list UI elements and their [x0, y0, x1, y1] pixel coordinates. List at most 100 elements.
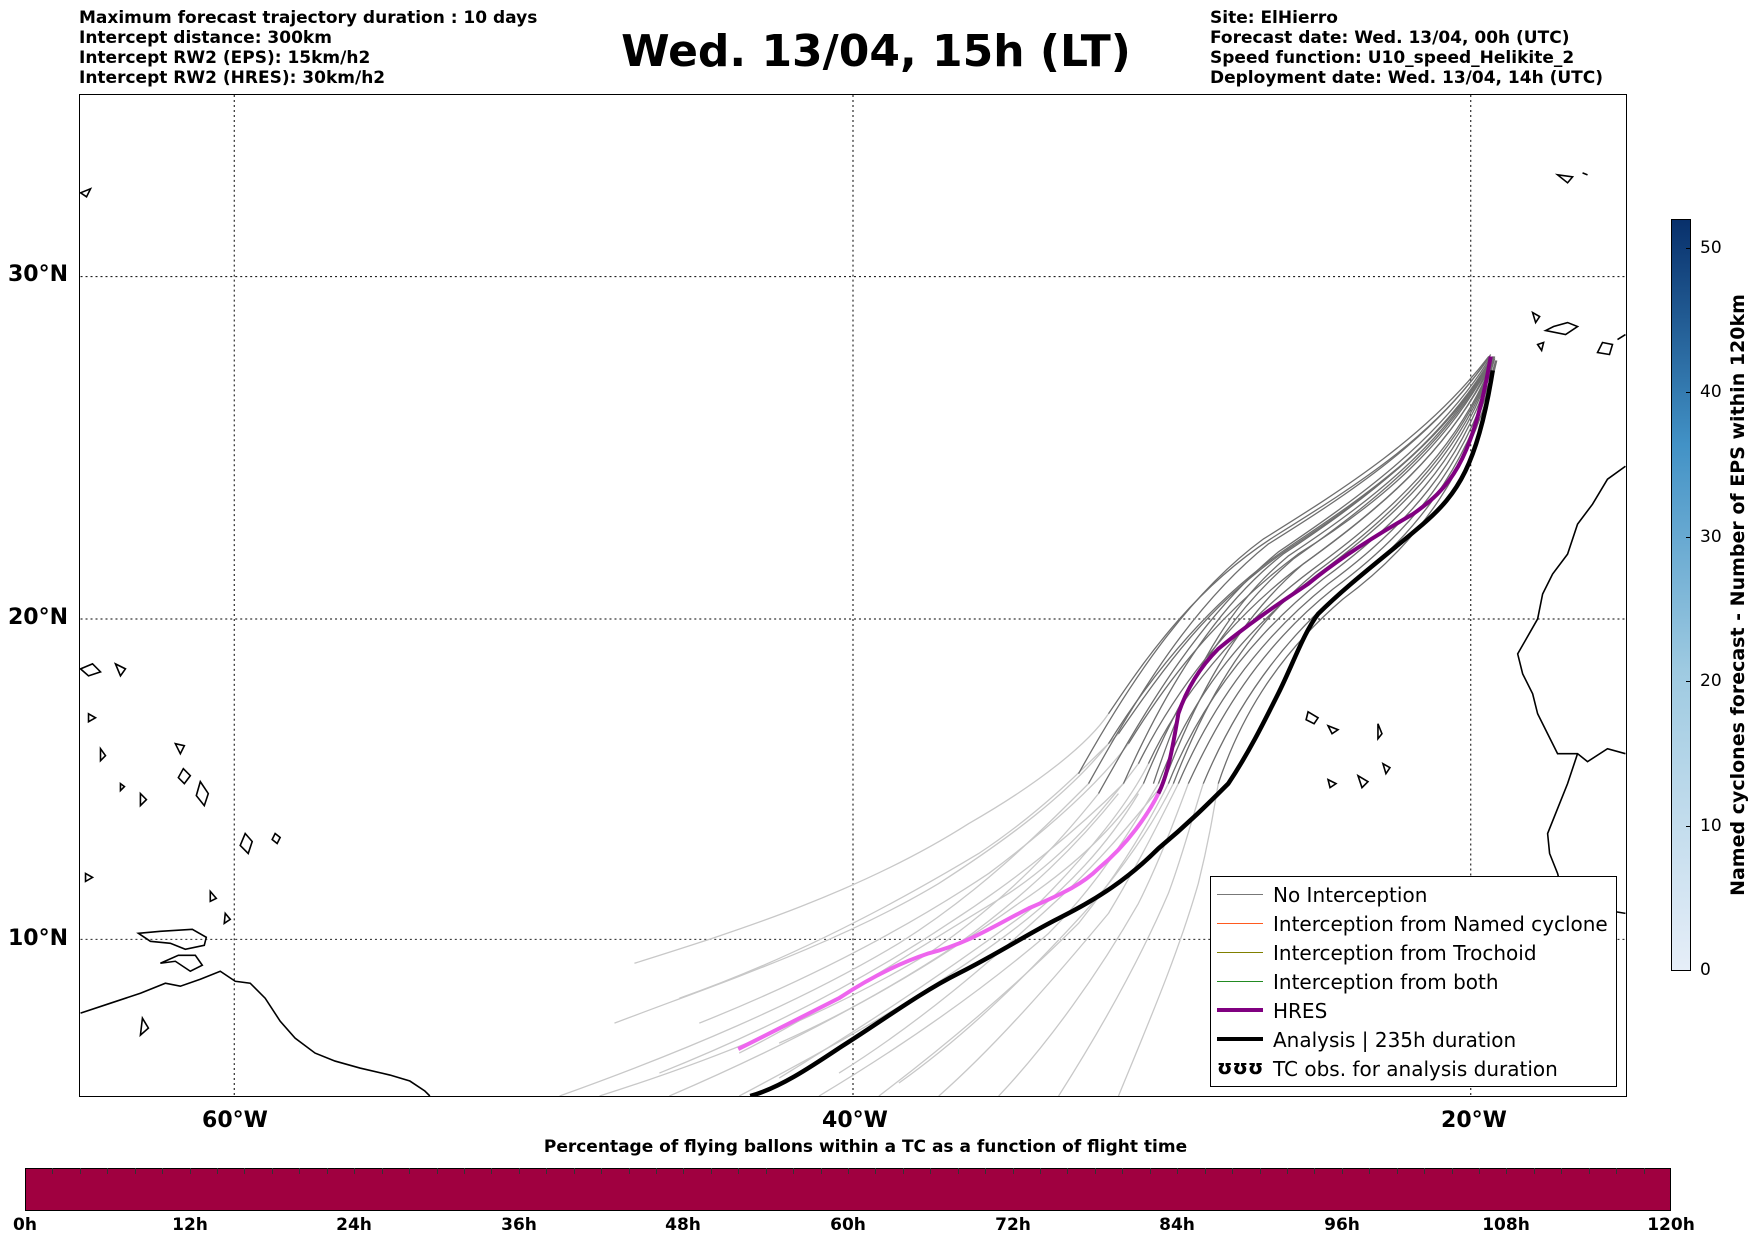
- percentage-bar-minor-tick: [1506, 1168, 1508, 1174]
- island-12: [223, 911, 232, 925]
- percentage-bar-minor-tick: [1177, 1168, 1179, 1174]
- percentage-bar-minor-tick: [765, 1168, 767, 1174]
- island-6: [139, 791, 148, 808]
- percentage-bar-minor-tick: [244, 1168, 246, 1174]
- lon-label-20w: 20°W: [1441, 1108, 1507, 1133]
- colorbar-vertical: [1671, 219, 1691, 971]
- percentage-bar-minor-tick: [820, 1168, 822, 1174]
- percentage-bar-minor-tick: [1396, 1168, 1398, 1174]
- island-7: [119, 782, 126, 793]
- lat-label-10n: 10°N: [8, 926, 69, 951]
- percentage-bar-minor-tick: [601, 1168, 603, 1174]
- eps-trajectories-light: [559, 713, 1219, 1096]
- percentage-bar-minor-tick: [1424, 1168, 1426, 1174]
- page-title: Wed. 13/04, 15h (LT): [621, 26, 1131, 77]
- percentage-bar-minor-tick: [546, 1168, 548, 1174]
- hres-dark-segment: [1156, 356, 1493, 795]
- capeverde-4: [1381, 761, 1392, 776]
- percentage-bar-tick-label: 24h: [336, 1215, 372, 1235]
- canary-3: [1536, 341, 1545, 353]
- legend-item-tc-obs: ʊʊʊ TC obs. for analysis duration: [1211, 1055, 1616, 1084]
- percentage-bar-minor-tick: [409, 1168, 411, 1174]
- percentage-bar-minor-tick: [1451, 1168, 1453, 1174]
- colorbar-tick: [1686, 826, 1691, 827]
- percentage-bar-minor-tick: [1561, 1168, 1563, 1174]
- coast-morocco-top: [1617, 333, 1626, 341]
- colorbar-tick: [1686, 392, 1691, 393]
- capeverde-5: [1326, 778, 1338, 789]
- percentage-bar-tick-label: 72h: [995, 1215, 1031, 1235]
- coast-guianas-islet: [139, 1015, 150, 1038]
- colorbar-tick: [1686, 970, 1691, 971]
- percentage-bar-minor-tick: [985, 1168, 987, 1174]
- info-line: Site: ElHierro: [1210, 8, 1338, 28]
- capeverde-1: [1305, 710, 1320, 725]
- percentage-bar-minor-tick: [1643, 1168, 1645, 1174]
- hres-trajectory: [737, 356, 1493, 1051]
- percentage-bar-minor-tick: [957, 1168, 959, 1174]
- lon-label-60w: 60°W: [202, 1108, 268, 1133]
- island-14: [84, 872, 95, 883]
- percentage-bar-tick-label: 48h: [665, 1215, 701, 1235]
- colorbar-tick-label: 50: [1700, 238, 1722, 258]
- percentage-bar-minor-tick: [1040, 1168, 1042, 1174]
- legend-label: TC obs. for analysis duration: [1273, 1057, 1558, 1081]
- percentage-bar-minor-tick: [1314, 1168, 1316, 1174]
- percentage-bar-tick-label: 60h: [830, 1215, 866, 1235]
- percentage-bar-minor-tick: [1204, 1168, 1206, 1174]
- percentage-bar-minor-tick: [326, 1168, 328, 1174]
- island-15: [80, 187, 93, 198]
- legend-label: Interception from both: [1273, 970, 1499, 994]
- percentage-bar-minor-tick: [52, 1168, 54, 1174]
- percentage-bar-minor-tick: [518, 1168, 520, 1174]
- percentage-bar-minor-tick: [1232, 1168, 1234, 1174]
- percentage-bar-minor-tick: [1012, 1168, 1014, 1174]
- percentage-bar-minor-tick: [463, 1168, 465, 1174]
- info-line: Maximum forecast trajectory duration : 1…: [79, 8, 538, 28]
- legend-line: [1217, 923, 1263, 924]
- legend-item-named-cyclone: Interception from Named cyclone: [1211, 910, 1616, 939]
- percentage-bar: [25, 1168, 1671, 1211]
- island-2: [239, 832, 254, 855]
- percentage-bar-minor-tick: [217, 1168, 219, 1174]
- colorbar-tick-label: 40: [1700, 382, 1722, 402]
- header-info-left: Maximum forecast trajectory duration : 1…: [79, 8, 537, 88]
- colorbar-tick-label: 0: [1700, 960, 1711, 980]
- capeverde-3: [1377, 723, 1383, 741]
- percentage-bar-minor-tick: [1094, 1168, 1096, 1174]
- percentage-bar-minor-tick: [1067, 1168, 1069, 1174]
- percentage-bar-minor-tick: [162, 1168, 164, 1174]
- lat-label-30n: 30°N: [8, 262, 69, 287]
- percentage-bar-minor-tick: [1341, 1168, 1343, 1174]
- tc-obs-marker-icon: ʊʊʊ: [1217, 1055, 1264, 1079]
- legend-item-analysis: Analysis | 235h duration: [1211, 1026, 1616, 1055]
- colorbar-tick-label: 30: [1700, 527, 1722, 547]
- colorbar-tick-label: 10: [1700, 816, 1722, 836]
- percentage-bar-minor-tick: [134, 1168, 136, 1174]
- percentage-bar-tick-label: 12h: [172, 1215, 208, 1235]
- percentage-bar-minor-tick: [902, 1168, 904, 1174]
- percentage-bar-minor-tick: [299, 1168, 301, 1174]
- percentage-bar-minor-tick: [436, 1168, 438, 1174]
- percentage-bar-minor-tick: [271, 1168, 273, 1174]
- capeverde-6: [1356, 773, 1370, 790]
- percentage-bar-minor-tick: [793, 1168, 795, 1174]
- coast-venezuela: [160, 954, 204, 973]
- island-5: [173, 742, 186, 756]
- lat-label-20n: 20°N: [8, 605, 69, 630]
- percentage-bar-tick-label: 96h: [1324, 1215, 1360, 1235]
- legend-label: No Interception: [1273, 883, 1428, 907]
- info-line: Deployment date: Wed. 13/04, 14h (UTC): [1210, 68, 1604, 88]
- island-1: [271, 832, 282, 845]
- percentage-bar-minor-tick: [491, 1168, 493, 1174]
- legend-label: Analysis | 235h duration: [1273, 1028, 1517, 1052]
- canary-4: [1531, 310, 1541, 325]
- legend-item-trochoid: Interception from Trochoid: [1211, 939, 1616, 968]
- island-9: [80, 662, 102, 677]
- hres-light-segment: [737, 792, 1161, 1051]
- analysis-trajectory: [749, 370, 1495, 1096]
- legend-item-hres: HRES: [1211, 997, 1616, 1026]
- percentage-bar-minor-tick: [628, 1168, 630, 1174]
- percentage-bar-minor-tick: [1286, 1168, 1288, 1174]
- capeverde-2: [1326, 724, 1340, 735]
